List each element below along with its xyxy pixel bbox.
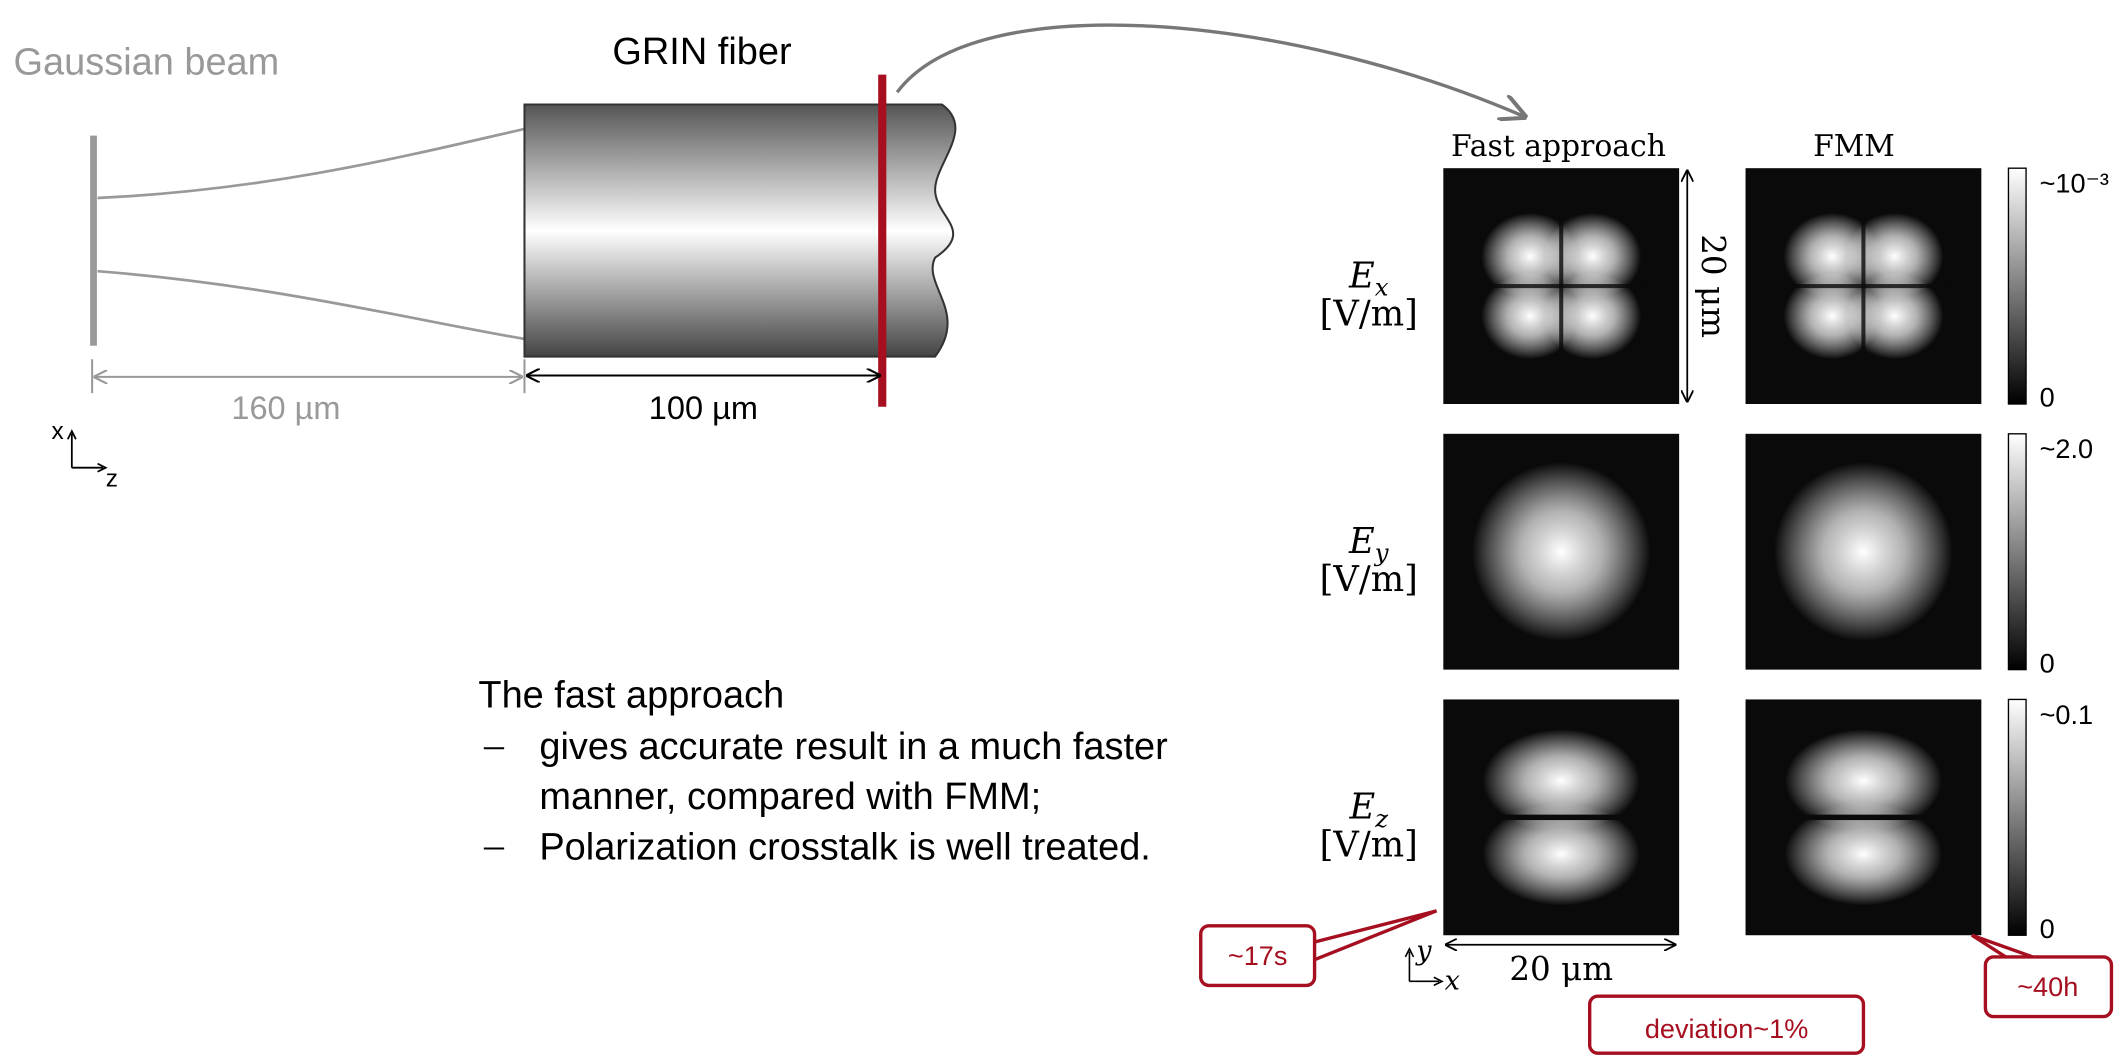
row-unit: [V/m] bbox=[1320, 293, 1418, 334]
scale-label: 20 μm bbox=[1509, 950, 1613, 988]
scale-label: 20 μm bbox=[1694, 234, 1732, 338]
field-lobe bbox=[1472, 462, 1651, 641]
field-node bbox=[1480, 284, 1643, 288]
distance-label: 160 µm bbox=[231, 390, 340, 426]
bullet-text: Polarization crosstalk is well treated. bbox=[539, 826, 1150, 868]
axis-label: z bbox=[106, 466, 118, 493]
axis-label: x bbox=[1445, 965, 1460, 996]
colorbar-max: ~10⁻³ bbox=[2040, 168, 2109, 199]
callout-text: ~17s bbox=[1228, 940, 1288, 971]
callout-pointer bbox=[1972, 935, 2033, 957]
axis-icon bbox=[68, 431, 106, 472]
row-symbol: E bbox=[1349, 787, 1376, 828]
colorbar-max: ~2.0 bbox=[2040, 433, 2094, 464]
fiber bbox=[524, 104, 955, 356]
callout-text: ~40h bbox=[2017, 971, 2078, 1002]
fiber-label: GRIN fiber bbox=[612, 31, 791, 73]
column-title: Fast approach bbox=[1451, 129, 1666, 164]
bullet-text: gives accurate result in a much faster bbox=[539, 726, 1167, 768]
source-label: Gaussian beam bbox=[14, 42, 280, 84]
column-title: FMM bbox=[1813, 129, 1895, 164]
distance-label: 100 µm bbox=[649, 390, 758, 426]
field-lobe bbox=[1774, 462, 1953, 641]
colorbar bbox=[2008, 699, 2026, 935]
row-symbol: E bbox=[1348, 255, 1375, 296]
field-node bbox=[1782, 284, 1945, 288]
field-node bbox=[1782, 815, 1945, 820]
row-unit: [V/m] bbox=[1320, 825, 1418, 866]
bullet-text: manner, compared with FMM; bbox=[539, 776, 1041, 818]
colorbar-min: 0 bbox=[2040, 913, 2055, 944]
axis-label: y bbox=[1415, 936, 1432, 967]
row-symbol: E bbox=[1348, 521, 1375, 562]
slide: Gaussian beam GRIN fiber 160 µm 100 µm x… bbox=[0, 0, 2125, 1056]
colorbar-min: 0 bbox=[2040, 382, 2055, 413]
callout-text: deviation~1% bbox=[1645, 1013, 1808, 1044]
axis-label: x bbox=[51, 418, 63, 445]
description-intro: The fast approach bbox=[478, 675, 784, 717]
colorbar bbox=[2008, 168, 2026, 404]
row-unit: [V/m] bbox=[1320, 559, 1418, 600]
page: Gaussian beam GRIN fiber 160 µm 100 µm x… bbox=[0, 0, 2125, 1056]
colorbar-min: 0 bbox=[2040, 647, 2055, 678]
colorbar-max: ~0.1 bbox=[2040, 699, 2094, 730]
colorbar bbox=[2008, 434, 2026, 670]
field-node bbox=[1480, 815, 1643, 820]
beam bbox=[98, 129, 525, 339]
connector-arrow bbox=[897, 25, 1524, 117]
